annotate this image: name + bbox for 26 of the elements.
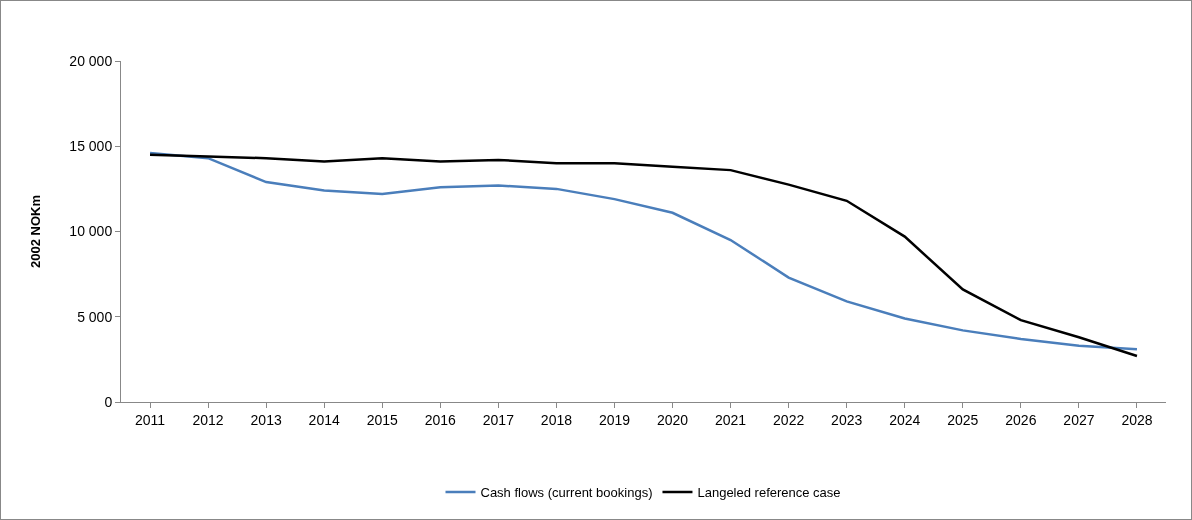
x-tick-label: 2018 bbox=[540, 411, 573, 428]
x-tick-label: 2028 bbox=[1121, 411, 1153, 428]
x-tick-label: 2015 bbox=[366, 411, 399, 428]
x-tick-label: 2021 bbox=[715, 411, 747, 428]
x-tick-label: 2017 bbox=[482, 411, 515, 428]
x-tick-label: 2020 bbox=[656, 411, 689, 428]
x-tick-label: 2012 bbox=[192, 411, 224, 428]
x-tick-label: 2019 bbox=[598, 411, 631, 428]
x-tick-label: 2016 bbox=[424, 411, 457, 428]
y-axis-title: 2002 NOKm bbox=[28, 195, 44, 268]
x-tick-label: 2011 bbox=[134, 411, 166, 428]
y-tick-label: 5 000 bbox=[77, 308, 113, 325]
x-tick-label: 2026 bbox=[1005, 411, 1037, 428]
x-tick-label: 2013 bbox=[250, 411, 282, 428]
y-tick-label: 0 bbox=[104, 393, 113, 410]
y-tick-label: 20 000 bbox=[69, 52, 113, 69]
y-tick-label: 15 000 bbox=[69, 138, 113, 155]
y-tick-label: 10 000 bbox=[69, 223, 113, 240]
legend-label: Cash flows (current bookings) bbox=[480, 485, 653, 501]
x-tick-label: 2023 bbox=[831, 411, 863, 428]
x-tick-label: 2027 bbox=[1063, 411, 1095, 428]
x-tick-label: 2025 bbox=[947, 411, 979, 428]
x-tick-label: 2014 bbox=[308, 411, 340, 428]
x-tick-label: 2022 bbox=[773, 411, 805, 428]
x-tick-label: 2024 bbox=[889, 411, 921, 428]
legend-label: Langeled reference case bbox=[697, 485, 841, 501]
